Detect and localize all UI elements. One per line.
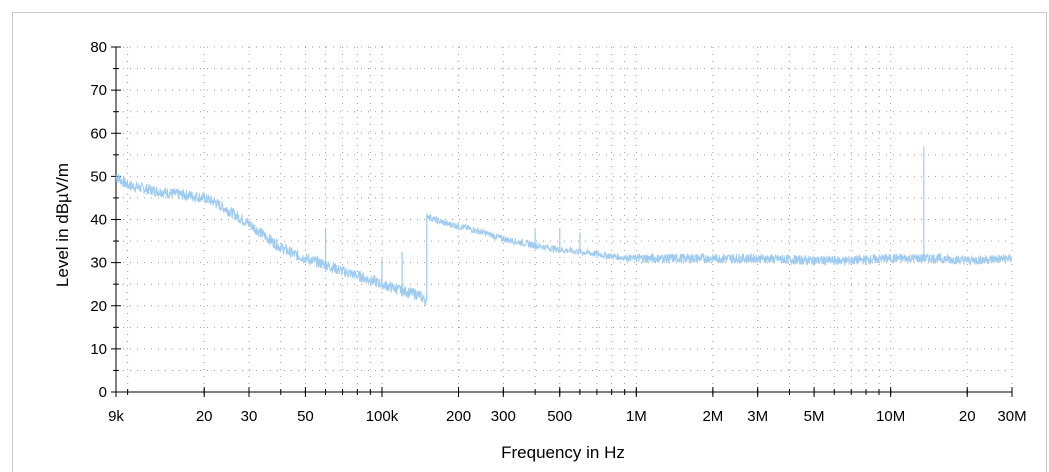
x-tick-label: 20: [196, 408, 213, 425]
x-tick-label: 5M: [804, 408, 825, 425]
x-tick-label: 300: [491, 408, 516, 425]
x-axis-label: Frequency in Hz: [501, 443, 625, 462]
x-tick-label: 30: [241, 408, 258, 425]
x-tick-label: 2M: [702, 408, 723, 425]
y-tick-label: 40: [90, 212, 107, 229]
y-tick-label: 0: [99, 384, 107, 401]
y-tick-label: 50: [90, 168, 107, 185]
x-tick-label: 10M: [876, 408, 905, 425]
y-tick-label: 70: [90, 82, 107, 99]
chart-frame: [12, 12, 1047, 472]
x-axis-ticks: 9k 20 30 50 100k 200 300 500 1M 2M 3M 5M 10M 20 30M: [108, 387, 1027, 425]
x-tick-label: 1M: [626, 408, 647, 425]
x-tick-label: 50: [297, 408, 314, 425]
plot-area: [115, 146, 1013, 306]
y-tick-label: 10: [90, 341, 107, 358]
x-tick-label: 200: [446, 408, 471, 425]
y-tick-label: 80: [90, 39, 107, 56]
y-tick-label: 60: [90, 125, 107, 142]
x-tick-label: 500: [547, 408, 572, 425]
x-tick-label: 9k: [108, 408, 124, 425]
y-tick-label: 20: [90, 298, 107, 315]
grid: [116, 46, 1013, 392]
x-tick-label: 100k: [366, 408, 399, 425]
x-tick-label: 3M: [747, 408, 768, 425]
y-axis-label: Level in dBµV/m: [53, 163, 72, 287]
y-axis-ticks: 0 10 20 30 40 50 60 70 80: [90, 39, 121, 401]
y-tick-label: 30: [90, 255, 107, 272]
series-line-low-band: [115, 173, 428, 306]
x-tick-label: 30M: [997, 408, 1026, 425]
x-tick-label: 20: [959, 408, 976, 425]
